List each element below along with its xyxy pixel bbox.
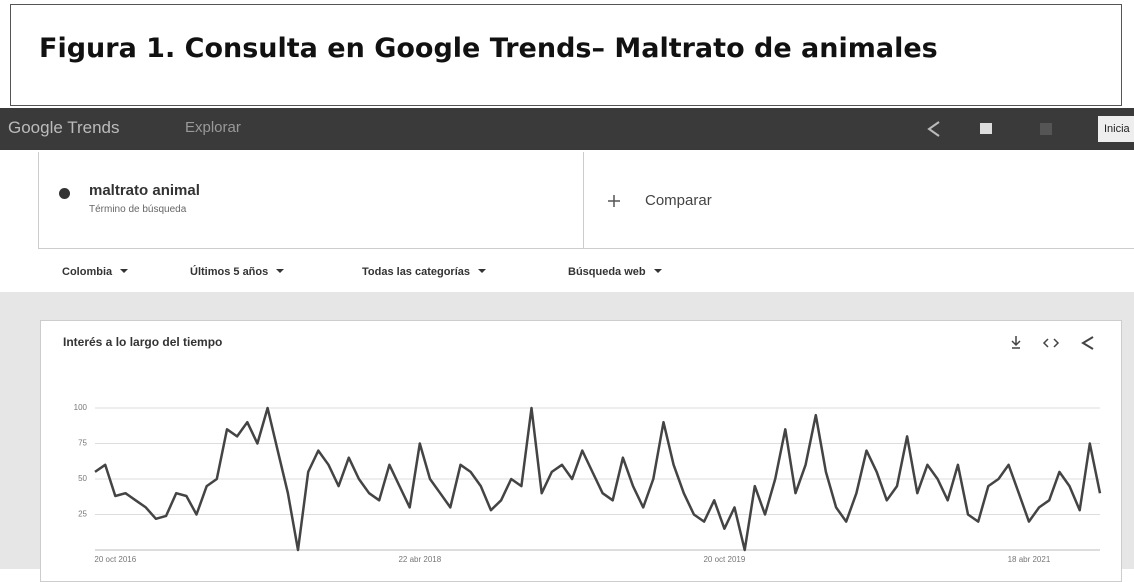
y-tick-label: 25 (78, 510, 87, 519)
chart: 25 50 75 100 20 oct 2016 22 abr 2018 20 oct 20… (74, 403, 1102, 564)
trend-line (94, 406, 1102, 552)
search-term[interactable]: maltrato animal (89, 182, 200, 199)
x-tick-label: 22 abr 2018 (398, 555, 441, 564)
top-bar: Google Trends Explorar Inicia (0, 108, 1134, 150)
plus-icon (608, 195, 620, 207)
divider (583, 152, 584, 248)
y-tick-label: 100 (74, 403, 88, 412)
card-icons (1011, 336, 1094, 350)
brand[interactable]: Google Trends (8, 118, 120, 137)
x-tick-label: 20 oct 2016 (94, 555, 136, 564)
filter[interactable]: Todas las categorías (362, 266, 486, 278)
caption-box: Figura 1. Consulta en Google Trends– Mal… (10, 4, 1122, 106)
y-tick-label: 75 (78, 439, 87, 448)
nav-link[interactable]: Explorar (185, 119, 241, 136)
filter[interactable]: Colombia (62, 266, 128, 278)
page: Figura 1. Consulta en Google Trends– Mal… (0, 0, 1134, 569)
filter[interactable]: Búsqueda web (568, 266, 662, 278)
y-tick-label: 50 (78, 474, 87, 483)
filter[interactable]: Últimos 5 años (190, 266, 284, 278)
filters: Colombia Últimos 5 años Todas las catego… (0, 258, 1134, 290)
figure-title: Figura 1. Consulta en Google Trends– Mal… (39, 33, 938, 64)
x-tick-label: 20 oct 2019 (703, 555, 745, 564)
x-tick-label: 18 abr 2021 (1008, 555, 1051, 564)
sign-in-button[interactable]: Inicia (1098, 116, 1134, 142)
series-dot (59, 188, 70, 199)
search-panel: maltrato animal Término de búsqueda Comp… (38, 152, 1134, 249)
term-type: Término de búsqueda (89, 204, 187, 215)
toolbar-icons (927, 121, 1052, 137)
compare-button[interactable]: Comparar (645, 192, 712, 209)
chart-title: Interés a lo largo del tiempo (63, 335, 223, 349)
